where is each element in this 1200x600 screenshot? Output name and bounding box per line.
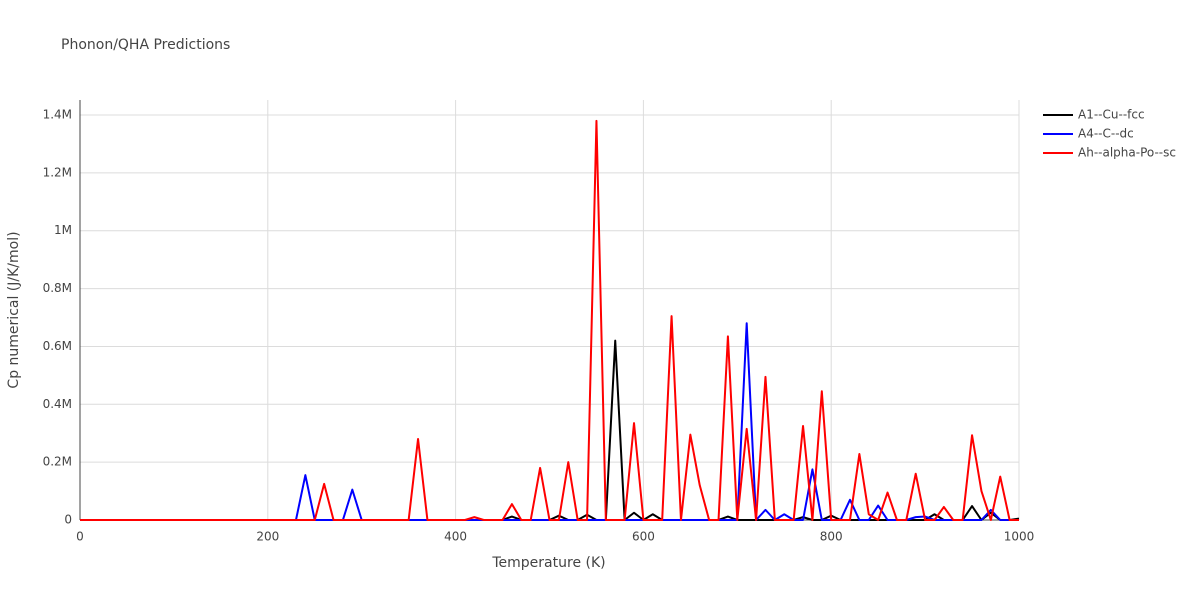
- x-tick-label: 1000: [1004, 530, 1035, 544]
- legend-label: Ah--alpha-Po--sc: [1078, 146, 1176, 160]
- chart-title: Phonon/QHA Predictions: [61, 37, 230, 53]
- legend-label: A1--Cu--fcc: [1078, 108, 1145, 122]
- y-tick-label: 0: [64, 513, 72, 527]
- series-line: [80, 119, 1019, 521]
- x-tick-label: 800: [820, 530, 843, 544]
- y-tick-label: 1.2M: [43, 165, 72, 179]
- y-tick-label: 0.2M: [43, 455, 72, 469]
- y-tick-label: 1M: [54, 223, 72, 237]
- series-line: [80, 339, 1020, 521]
- y-tick-label: 1.4M: [43, 108, 72, 122]
- y-tick-label: 0.8M: [43, 281, 72, 295]
- x-tick-label: 200: [256, 530, 279, 544]
- y-axis-title: Cp numerical (J/K/mol): [6, 231, 22, 388]
- y-tick-label: 0.4M: [43, 397, 72, 411]
- y-tick-label: 0.6M: [43, 339, 72, 353]
- x-tick-label: 400: [444, 530, 467, 544]
- x-axis-title: Temperature (K): [491, 555, 605, 571]
- legend-label: A4--C--dc: [1078, 127, 1134, 141]
- x-tick-label: 0: [76, 530, 84, 544]
- x-tick-label: 600: [632, 530, 655, 544]
- series-line: [80, 322, 1019, 521]
